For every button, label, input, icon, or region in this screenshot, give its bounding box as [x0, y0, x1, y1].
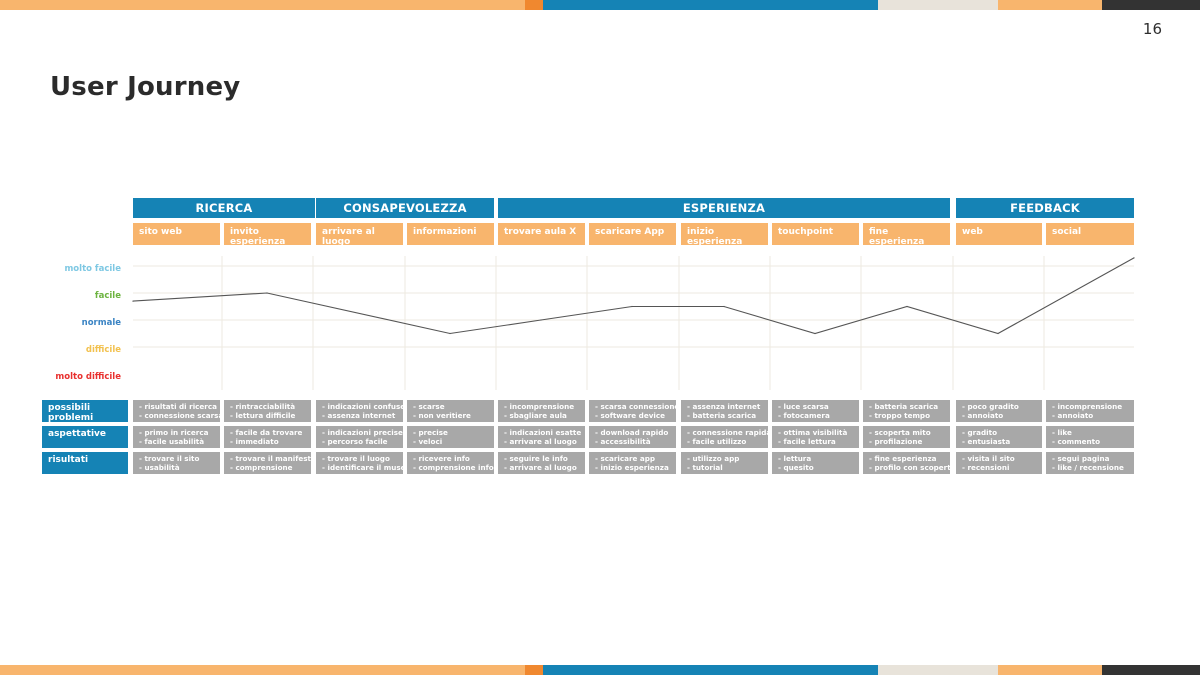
step-invito-esperienza: invito esperienza [224, 223, 311, 247]
step-inizio-esperienza: inizio esperienza [681, 223, 768, 247]
step-arrivare-al-luogo: arrivare al luogo [316, 223, 403, 247]
expectation-cell: - like - commento [1046, 426, 1134, 448]
problem-cell: - batteria scarica - troppo tempo [863, 400, 950, 422]
expectation-cell: - primo in ricerca - facile usabilità [133, 426, 220, 448]
result-cell: - ricevere info - comprensione info [407, 452, 494, 474]
problem-cell: - scarse - non veritiere [407, 400, 494, 422]
level-label-normale: normale [81, 318, 121, 328]
result-cell: - utilizzo app - tutorial [681, 452, 768, 474]
row-label-aspettative: aspettative [42, 426, 128, 448]
phase-consapevolezza: CONSAPEVOLEZZA [316, 198, 494, 218]
phase-feedback: FEEDBACK [956, 198, 1134, 218]
phase-ricerca: RICERCA [133, 198, 315, 218]
problem-cell: - incomprensione - annoiato [1046, 400, 1134, 422]
level-label-difficile: difficile [85, 345, 121, 355]
journey-point [540, 319, 542, 321]
bar-segment-beige [878, 665, 998, 675]
expectation-cell: - scoperta mito - profilazione [863, 426, 950, 448]
step-social: social [1046, 223, 1134, 245]
step-fine-esperienza: fine esperienza [863, 223, 950, 247]
bar-segment-orange [0, 665, 525, 675]
journey-point [723, 305, 725, 308]
expectation-cell: - gradito - entusiasta [956, 426, 1042, 448]
step-informazioni: informazioni [407, 223, 494, 245]
step-touchpoint: touchpoint [772, 223, 859, 245]
journey-line [132, 257, 1135, 335]
problem-cell: - incomprensione - sbagliare aula [498, 400, 585, 422]
bar-segment-dark-orange [525, 0, 543, 10]
bar-segment-orange-2 [998, 0, 1102, 10]
result-cell: - seguire le info - arrivare al luogo [498, 452, 585, 474]
result-cell: - visita il sito - recensioni [956, 452, 1042, 474]
bar-segment-blue [543, 0, 878, 10]
bottom-color-bar [0, 665, 1200, 675]
step-scaricare-app: scaricare App [589, 223, 676, 245]
expectation-cell: - ottima visibilità - facile lettura [772, 426, 859, 448]
bar-segment-dark-orange [525, 665, 543, 675]
result-cell: - trovare il luogo - identificare il mus… [316, 452, 403, 474]
journey-point [266, 292, 268, 294]
page-title: User Journey [50, 72, 241, 102]
problem-cell: - risultati di ricerca - connessione sca… [133, 400, 220, 422]
bar-segment-dark [1102, 665, 1200, 675]
step-trovare-aula: trovare aula X [498, 223, 585, 245]
result-cell: - trovare il sito - usabilità [133, 452, 220, 474]
journey-point [906, 305, 908, 308]
bar-segment-beige [878, 0, 998, 10]
level-label-facile: facile [94, 291, 121, 301]
expectation-cell: - connessione rapida - facile utilizzo [681, 426, 768, 448]
bar-segment-blue [543, 665, 878, 675]
journey-point [631, 305, 633, 308]
phase-esperienza: ESPERIENZA [498, 198, 950, 218]
problem-cell: - scarsa connessione - software device [589, 400, 676, 422]
result-cell: - scaricare app - inizio esperienza [589, 452, 676, 474]
journey-point [814, 332, 816, 335]
expectation-cell: - indicazioni esatte - arrivare al luogo [498, 426, 585, 448]
expectation-cell: - precise - veloci [407, 426, 494, 448]
problem-cell: - rintracciabilità - lettura difficile [224, 400, 311, 422]
problem-cell: - indicazioni confuse - assenza internet [316, 400, 403, 422]
problem-cell: - poco gradito - annoiato [956, 400, 1042, 422]
journey-point [449, 332, 451, 335]
bar-segment-orange [0, 0, 525, 10]
expectation-cell: - indicazioni precise - percorso facile [316, 426, 403, 448]
expectation-cell: - download rapido - accessibilità [589, 426, 676, 448]
problem-cell: - assenza internet - batteria scarica [681, 400, 768, 422]
expectation-cell: - facile da trovare - immediato [224, 426, 311, 448]
journey-point [132, 300, 134, 302]
step-sito-web: sito web [133, 223, 220, 245]
result-cell: - lettura - quesito [772, 452, 859, 474]
bar-segment-dark [1102, 0, 1200, 10]
step-web: web [956, 223, 1042, 245]
result-cell: - segui pagina - like / recensione [1046, 452, 1134, 474]
journey-point [997, 332, 999, 335]
row-label-risultati: risultati [42, 452, 128, 474]
level-label-molto-difficile: molto difficile [55, 372, 121, 382]
row-label-possibili-problemi: possibili problemi [42, 400, 128, 423]
page-number: 16 [1142, 20, 1162, 38]
journey-point [1133, 257, 1135, 259]
result-cell: - trovare il manifesto - comprensione [224, 452, 311, 474]
level-label-molto-facile: molto facile [64, 264, 121, 274]
top-color-bar [0, 0, 1200, 10]
problem-cell: - luce scarsa - fotocamera [772, 400, 859, 422]
result-cell: - fine esperienza - profilo con scoperte [863, 452, 950, 474]
bar-segment-orange-2 [998, 665, 1102, 675]
